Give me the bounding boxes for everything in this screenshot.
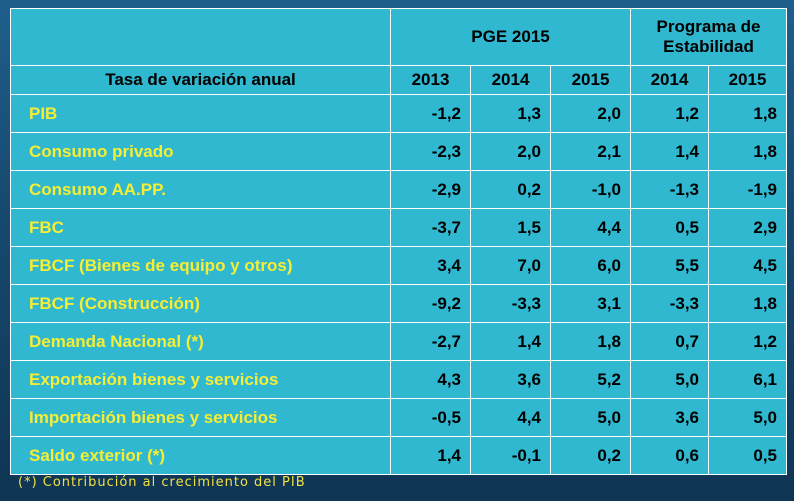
- row-label: Importación bienes y servicios: [10, 398, 391, 437]
- value-cell: 1,8: [708, 94, 788, 133]
- value-cell: 0,6: [630, 436, 710, 475]
- value-cell: -1,2: [390, 94, 471, 133]
- table-row: Demanda Nacional (*) -2,7 1,4 1,8 0,7 1,2: [10, 322, 788, 361]
- table-row: PIB -1,2 1,3 2,0 1,2 1,8: [10, 94, 788, 133]
- value-cell: 1,4: [390, 436, 471, 475]
- value-cell: 2,0: [549, 94, 632, 133]
- value-cell: 0,2: [549, 436, 632, 475]
- table-row: FBCF (Construcción) -9,2 -3,3 3,1 -3,3 1,8: [10, 284, 788, 323]
- year-header: 2013: [390, 65, 471, 95]
- footnote: (*) Contribución al crecimiento del PIB: [18, 475, 306, 490]
- value-cell: 3,4: [390, 246, 471, 285]
- table-row: Consumo privado -2,3 2,0 2,1 1,4 1,8: [10, 132, 788, 171]
- programa-estabilidad-header: Programa de Estabilidad: [630, 8, 788, 66]
- header-year-row: Tasa de variación anual 2013 2014 2015 2…: [10, 65, 788, 95]
- row-label: Saldo exterior (*): [10, 436, 391, 475]
- value-cell: -1,3: [630, 170, 710, 209]
- table-row: Importación bienes y servicios -0,5 4,4 5,0…: [10, 398, 788, 437]
- value-cell: 3,1: [549, 284, 632, 323]
- value-cell: -1,9: [708, 170, 788, 209]
- value-cell: 1,8: [708, 284, 788, 323]
- row-label: Consumo privado: [10, 132, 391, 171]
- year-header: 2014: [470, 65, 551, 95]
- table-row: FBC -3,7 1,5 4,4 0,5 2,9: [10, 208, 788, 247]
- value-cell: 2,0: [470, 132, 551, 171]
- value-cell: 1,3: [470, 94, 551, 133]
- value-cell: 5,0: [708, 398, 788, 437]
- value-cell: 4,5: [708, 246, 788, 285]
- value-cell: 6,0: [549, 246, 632, 285]
- value-cell: 4,4: [549, 208, 632, 247]
- value-cell: 2,9: [708, 208, 788, 247]
- value-cell: -0,1: [470, 436, 551, 475]
- value-cell: 1,4: [470, 322, 551, 361]
- value-cell: -9,2: [390, 284, 471, 323]
- value-cell: 5,0: [630, 360, 710, 399]
- row-label: FBCF (Bienes de equipo y otros): [10, 246, 391, 285]
- value-cell: 5,2: [549, 360, 632, 399]
- value-cell: 4,3: [390, 360, 471, 399]
- value-cell: 1,2: [630, 94, 710, 133]
- value-cell: 0,2: [470, 170, 551, 209]
- row-label: Exportación bienes y servicios: [10, 360, 391, 399]
- year-header: 2015: [549, 65, 632, 95]
- value-cell: 3,6: [630, 398, 710, 437]
- value-cell: 1,5: [470, 208, 551, 247]
- row-label: FBCF (Construcción): [10, 284, 391, 323]
- value-cell: 1,4: [630, 132, 710, 171]
- value-cell: -2,9: [390, 170, 471, 209]
- row-title-header: Tasa de variación anual: [10, 65, 391, 95]
- value-cell: 1,2: [708, 322, 788, 361]
- year-header: 2014: [630, 65, 710, 95]
- value-cell: 0,5: [708, 436, 788, 475]
- row-label: Consumo AA.PP.: [10, 170, 391, 209]
- value-cell: 0,5: [630, 208, 710, 247]
- table-row: FBCF (Bienes de equipo y otros) 3,4 7,0 6,0…: [10, 246, 788, 285]
- table-row: Consumo AA.PP. -2,9 0,2 -1,0 -1,3 -1,9: [10, 170, 788, 209]
- row-label: PIB: [10, 94, 391, 133]
- header-empty-cell: [10, 8, 391, 66]
- pge-2015-header: PGE 2015: [389, 8, 632, 66]
- value-cell: 5,5: [630, 246, 710, 285]
- row-label: Demanda Nacional (*): [10, 322, 391, 361]
- row-label: FBC: [10, 208, 391, 247]
- macro-table: PGE 2015 Programa de Estabilidad Tasa de…: [10, 8, 788, 475]
- value-cell: 0,7: [630, 322, 710, 361]
- value-cell: 7,0: [470, 246, 551, 285]
- table-row: Saldo exterior (*) 1,4 -0,1 0,2 0,6 0,5: [10, 436, 788, 475]
- value-cell: -2,3: [390, 132, 471, 171]
- value-cell: 5,0: [549, 398, 632, 437]
- year-header: 2015: [708, 65, 788, 95]
- value-cell: 1,8: [708, 132, 788, 171]
- value-cell: 2,1: [549, 132, 632, 171]
- header-group-row: PGE 2015 Programa de Estabilidad: [10, 8, 788, 66]
- table-row: Exportación bienes y servicios 4,3 3,6 5,2 5…: [10, 360, 788, 399]
- value-cell: -0,5: [390, 398, 471, 437]
- value-cell: -2,7: [390, 322, 471, 361]
- value-cell: -3,7: [390, 208, 471, 247]
- value-cell: -3,3: [470, 284, 551, 323]
- value-cell: -3,3: [630, 284, 710, 323]
- value-cell: 3,6: [470, 360, 551, 399]
- value-cell: -1,0: [549, 170, 632, 209]
- value-cell: 4,4: [470, 398, 551, 437]
- value-cell: 6,1: [708, 360, 788, 399]
- value-cell: 1,8: [549, 322, 632, 361]
